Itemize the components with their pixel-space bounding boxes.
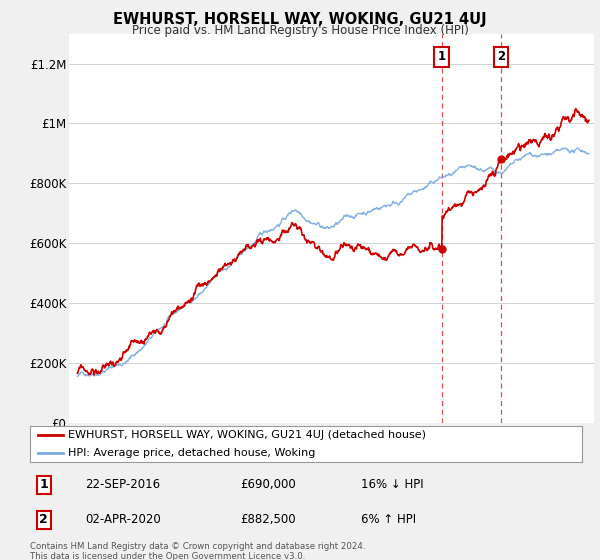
Text: 6% ↑ HPI: 6% ↑ HPI bbox=[361, 514, 416, 526]
Text: 22-SEP-2016: 22-SEP-2016 bbox=[85, 478, 160, 492]
Text: £690,000: £690,000 bbox=[240, 478, 296, 492]
Text: 2: 2 bbox=[497, 50, 505, 63]
Text: 02-APR-2020: 02-APR-2020 bbox=[85, 514, 161, 526]
Text: Price paid vs. HM Land Registry's House Price Index (HPI): Price paid vs. HM Land Registry's House … bbox=[131, 24, 469, 36]
Text: 1: 1 bbox=[40, 478, 48, 492]
Text: Contains HM Land Registry data © Crown copyright and database right 2024.
This d: Contains HM Land Registry data © Crown c… bbox=[30, 542, 365, 560]
Text: 1: 1 bbox=[438, 50, 446, 63]
Text: EWHURST, HORSELL WAY, WOKING, GU21 4UJ: EWHURST, HORSELL WAY, WOKING, GU21 4UJ bbox=[113, 12, 487, 27]
Text: 16% ↓ HPI: 16% ↓ HPI bbox=[361, 478, 424, 492]
Text: 2: 2 bbox=[40, 514, 48, 526]
Text: EWHURST, HORSELL WAY, WOKING, GU21 4UJ (detached house): EWHURST, HORSELL WAY, WOKING, GU21 4UJ (… bbox=[68, 431, 425, 440]
Text: HPI: Average price, detached house, Woking: HPI: Average price, detached house, Woki… bbox=[68, 448, 315, 458]
Text: £882,500: £882,500 bbox=[240, 514, 295, 526]
